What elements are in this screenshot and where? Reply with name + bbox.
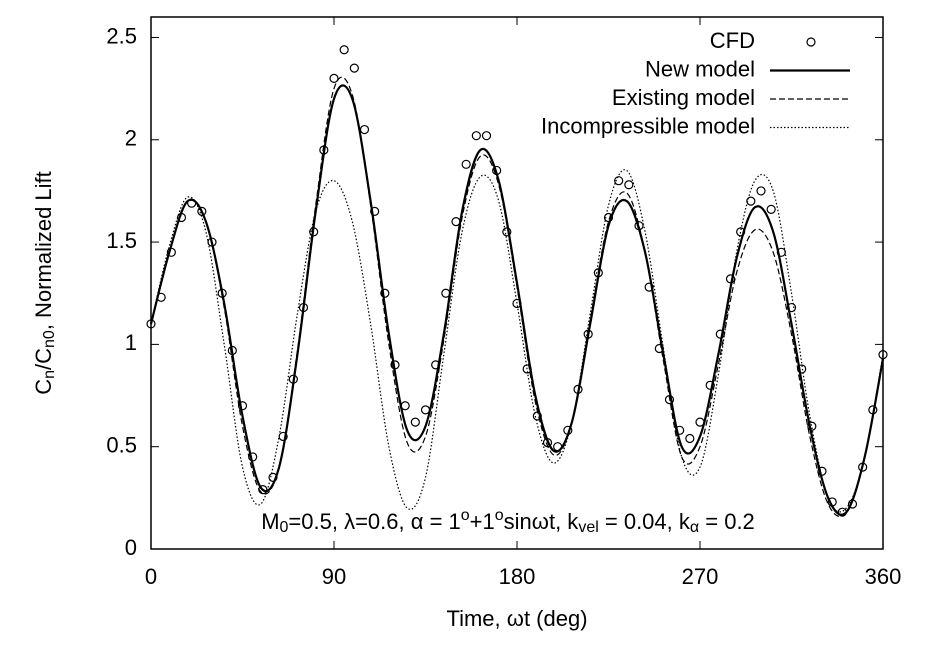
y-axis-label: Cn/Cn0, Normalized Lift: [31, 171, 58, 395]
text-part: /C: [31, 348, 56, 370]
text-part: sinωt, k: [504, 509, 580, 534]
text-part: vel: [578, 519, 598, 536]
cfd-point: [278, 431, 288, 442]
y-tick-label: 1.5: [106, 228, 137, 253]
text-part: o: [461, 507, 470, 524]
x-tick-label: 180: [499, 564, 536, 589]
cfd-point: [644, 282, 654, 292]
cfd-point: [410, 417, 420, 427]
cfd-point: [766, 204, 776, 214]
cfd-point: [756, 186, 766, 196]
x-tick-label: 270: [682, 564, 719, 589]
text-part: = 0.04, k: [599, 509, 691, 534]
text-part: M: [261, 509, 279, 534]
cfd-point: [380, 288, 390, 298]
cfd-point: [603, 212, 614, 223]
y-tick-label: 0: [125, 535, 137, 560]
cfd-point: [614, 176, 624, 186]
cfd-point: [746, 196, 756, 206]
model-line: [150, 169, 884, 513]
cfd-point: [807, 421, 817, 431]
text-part: C: [31, 379, 56, 395]
cfd-point: [339, 45, 349, 55]
cfd-point: [878, 350, 888, 360]
annotation: M0=0.5, λ=0.6, α = 1o+1osinωt, kvel = 0.…: [261, 507, 755, 536]
text-part: , Normalized Lift: [31, 171, 56, 330]
cfd-point: [359, 124, 370, 135]
y-tick-label: 2: [125, 126, 137, 151]
cfd-point: [349, 63, 359, 73]
x-tick-label: 90: [322, 564, 346, 589]
text-part: n0: [41, 330, 58, 348]
y-tick-label: 0.5: [106, 433, 137, 458]
x-tick-label: 0: [145, 564, 157, 589]
cfd-point: [481, 131, 492, 141]
cfd-point: [370, 206, 380, 216]
x-axis-label: Time, ωt (deg): [446, 606, 587, 631]
x-tick-label: 360: [865, 564, 902, 589]
cfd-point: [471, 131, 481, 141]
cfd-point: [675, 425, 685, 435]
text-part: = 0.2: [699, 509, 755, 534]
cfd-point: [329, 73, 339, 83]
text-part: 0: [280, 519, 289, 536]
legend-marker: [806, 37, 816, 47]
cfd-point: [461, 159, 471, 169]
text-part: o: [495, 507, 504, 524]
y-tick-label: 1: [125, 330, 137, 355]
cfd-point: [502, 227, 512, 237]
legend-label: Incompressible model: [541, 113, 755, 138]
text-part: +1: [470, 509, 495, 534]
y-tick-label: 2.5: [106, 23, 137, 48]
cfd-point: [624, 180, 634, 190]
legend-label: New model: [645, 56, 755, 81]
text-part: α: [690, 519, 699, 536]
cfd-point: [685, 433, 695, 444]
text-part: =0.5, λ=0.6, α = 1: [288, 509, 460, 534]
text-part: n: [41, 370, 58, 379]
model-line: [150, 76, 884, 517]
legend-label: Existing model: [612, 85, 755, 110]
legend-label: CFD: [710, 28, 755, 53]
